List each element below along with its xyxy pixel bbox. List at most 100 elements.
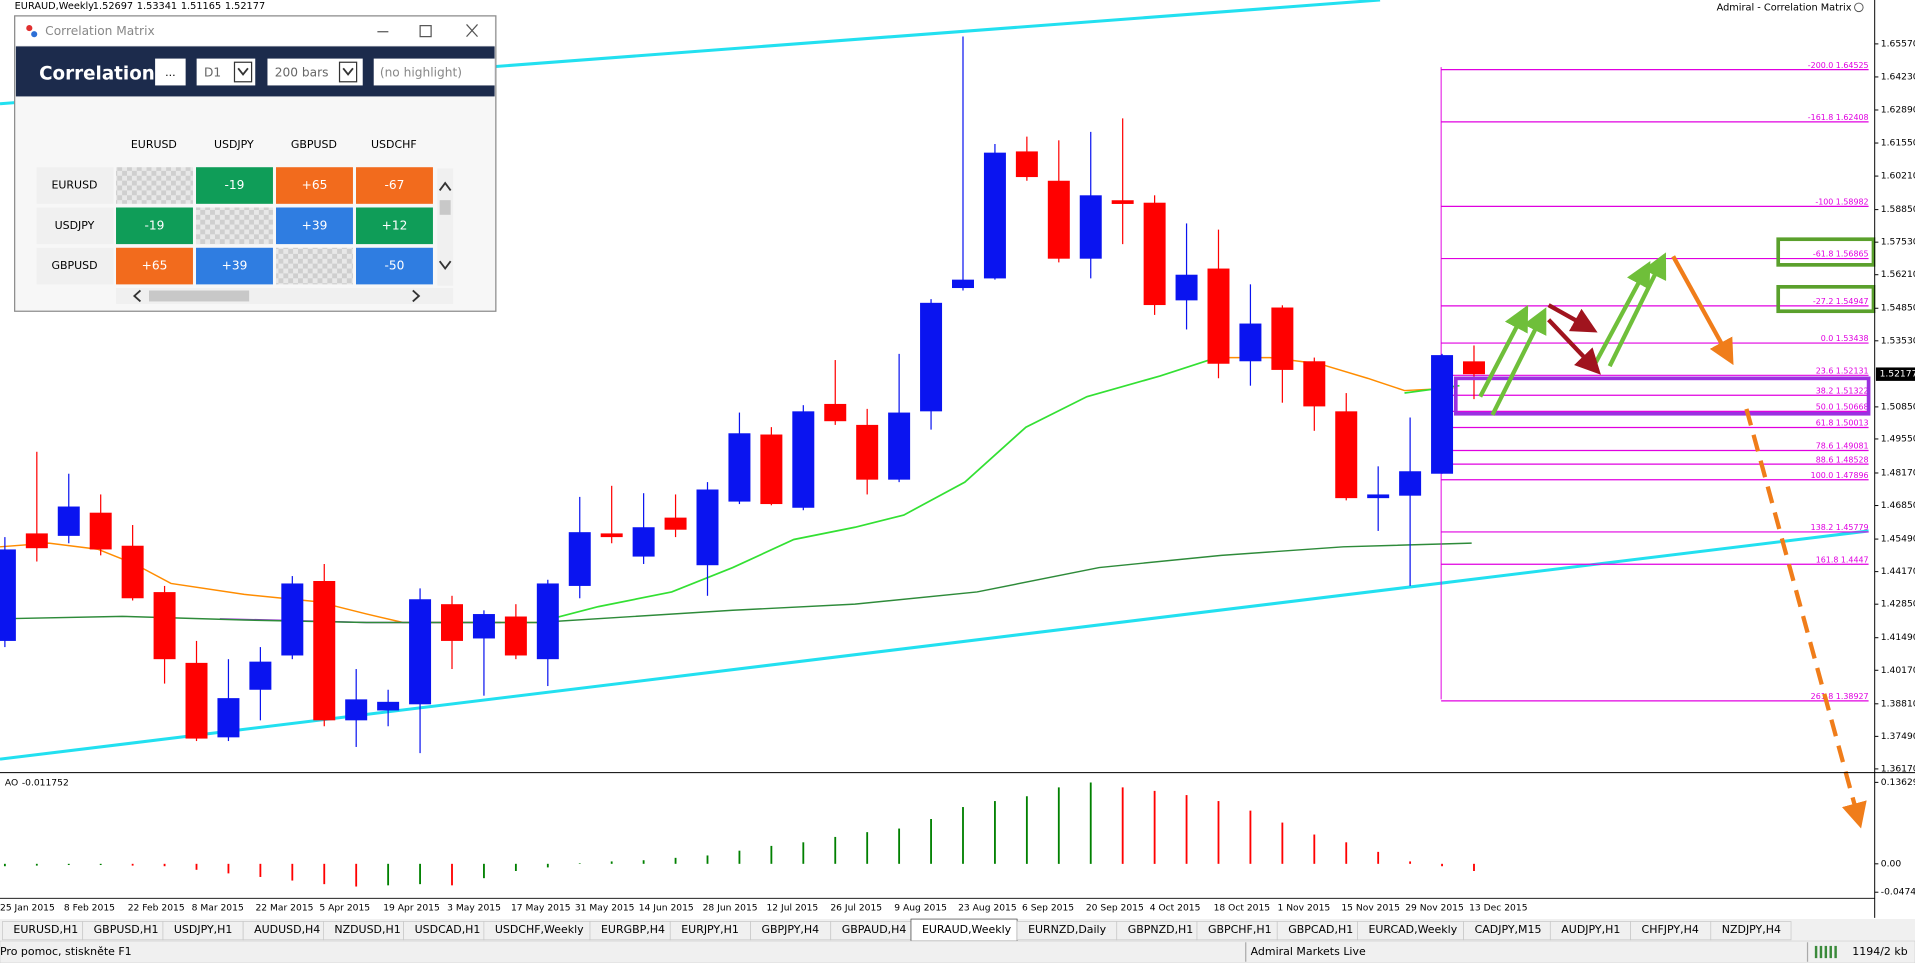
quote-value: 1.52177 (225, 1, 265, 12)
y-tick-label: 1.57530 (1881, 238, 1915, 248)
candle-body (664, 517, 687, 530)
tab-label: CHFJPY,H4 (1642, 923, 1699, 936)
correlation-cell[interactable] (116, 247, 193, 285)
tab-label: GBPCAD,H1 (1288, 923, 1353, 936)
quote-value: 1.52697 (93, 1, 133, 12)
scroll-arrows[interactable] (438, 181, 452, 271)
fib-price: 1.52131 (1836, 366, 1869, 375)
correlation-value: -19 (145, 218, 165, 232)
fib-price: 1.51322 (1836, 386, 1869, 395)
x-tick-label: 22 Feb 2015 (128, 904, 185, 914)
x-tick-label: 12 Jul 2015 (766, 904, 818, 914)
highlight-input[interactable] (373, 58, 495, 86)
tab-label: NZDUSD,H1 (334, 923, 400, 936)
candle-body (121, 545, 144, 599)
y-tick-label: 1.37490 (1881, 732, 1915, 742)
scroll-arrows[interactable] (132, 289, 421, 303)
close-button[interactable] (466, 24, 478, 38)
candle-body (504, 616, 527, 656)
fib-ratio: 0.0 (1821, 334, 1834, 343)
fib-ratio: -100 (1815, 197, 1833, 206)
tab-label: GBPCHF,H1 (1208, 923, 1272, 936)
tab-label: EURCAD,Weekly (1368, 923, 1457, 936)
candles (0, 36, 1485, 754)
correlation-value: +65 (142, 259, 168, 273)
vertical-scrollbar[interactable] (437, 168, 454, 286)
correlation-cell[interactable] (116, 207, 193, 245)
tab[interactable] (1710, 921, 1792, 941)
x-tick-label: 8 Mar 2015 (192, 904, 244, 914)
candle-body (345, 699, 368, 721)
y-tick-label: 1.40170 (1881, 666, 1915, 676)
correlation-cell[interactable] (196, 167, 273, 204)
candle-body (1015, 151, 1038, 178)
arrow (1591, 260, 1651, 368)
candle-body (0, 549, 16, 641)
candle-body (313, 580, 336, 721)
candle-body (153, 592, 176, 660)
indicator-icon[interactable] (1854, 2, 1864, 13)
x-tick-label: 28 Jun 2015 (703, 904, 758, 914)
candle-body (409, 599, 432, 705)
fib-price: 1.50668 (1836, 402, 1869, 411)
fib-label: 0.0 1.53438 (1821, 334, 1869, 343)
correlation-cell[interactable] (276, 207, 353, 245)
fib-price: 1.54947 (1836, 296, 1869, 305)
candle-body (983, 152, 1006, 279)
tab-label: GBPAUD,H4 (842, 923, 907, 936)
correlation-cell[interactable] (276, 167, 353, 204)
y-tick-label: 1.50850 (1881, 402, 1915, 412)
candle-body (920, 302, 943, 412)
correlation-value: +39 (302, 218, 328, 232)
tab-label: USDCHF,Weekly (495, 923, 584, 936)
candle-body (1431, 355, 1454, 474)
fib-label: -61.8 1.56865 (1813, 249, 1869, 258)
fib-ratio: 261.8 (1811, 692, 1834, 701)
correlation-cell[interactable] (356, 207, 433, 245)
fib-price: 1.56865 (1836, 249, 1869, 258)
bars-label: 200 bars (275, 66, 329, 80)
x-tick-label: 4 Oct 2015 (1150, 904, 1201, 914)
correlation-cell[interactable] (356, 247, 433, 285)
correlation-cell[interactable] (196, 247, 273, 285)
fib-ratio: 100.0 (1811, 470, 1834, 479)
correlation-cell[interactable] (356, 167, 433, 204)
candle-body (185, 662, 208, 739)
y-tick-label: 1.54850 (1881, 304, 1915, 314)
menu-button[interactable] (155, 58, 186, 86)
column-header: USDJPY (214, 138, 254, 151)
arrow (1490, 307, 1547, 416)
column-header: EURUSD (131, 138, 177, 151)
y-tick-label: 1.42850 (1881, 600, 1915, 610)
status-server: Admiral Markets Live (1251, 945, 1366, 958)
fib-label: -100 1.58982 (1815, 197, 1868, 206)
oscillator-value: -0.011752 (22, 778, 69, 788)
fib-price: 1.49081 (1836, 441, 1869, 450)
candle-body (856, 424, 879, 480)
status-traffic: 1194/2 kb (1852, 945, 1907, 958)
target-box (1776, 237, 1876, 267)
y-tick-label: 0.00 (1881, 859, 1902, 869)
y-tick-label: 1.44170 (1881, 567, 1915, 577)
candle-body (89, 512, 112, 550)
tab-label: USDCAD,H1 (415, 923, 481, 936)
tab-label: EURAUD,Weekly (922, 923, 1012, 936)
status-bar: Pro pomoc, stiskněte F1 Admiral Markets … (0, 940, 1915, 963)
app-icon (26, 25, 33, 32)
maximize-button[interactable] (419, 25, 432, 38)
fib-label: 138.2 1.45779 (1811, 523, 1869, 532)
y-tick-label: 1.38810 (1881, 699, 1915, 709)
arrow (1547, 303, 1598, 333)
x-tick-label: 19 Apr 2015 (383, 904, 440, 914)
tab-label: USDJPY,H1 (174, 923, 232, 936)
row-header: EURUSD (51, 179, 97, 192)
current-price-box (1875, 367, 1915, 381)
scroll-thumb[interactable] (148, 290, 250, 302)
row-header: USDJPY (55, 219, 95, 232)
tab-label: AUDJPY,H1 (1561, 923, 1620, 936)
scroll-thumb[interactable] (439, 200, 451, 215)
axes: 1.65570 1.64230 1.62890 1.61550 1.60210 1.588… (0, 0, 1915, 918)
candle-body (1047, 180, 1070, 259)
candle-body (472, 614, 495, 639)
